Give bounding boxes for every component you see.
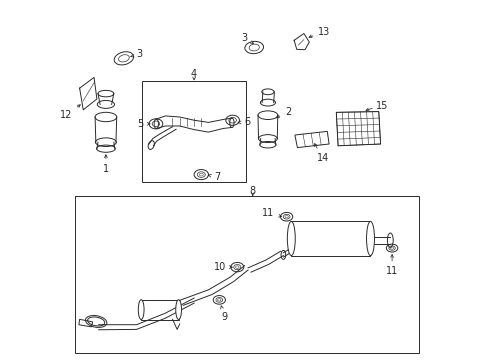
Text: 8: 8 (249, 186, 255, 196)
Text: 13: 13 (308, 27, 330, 38)
Text: 4: 4 (191, 69, 197, 79)
Text: 2: 2 (276, 107, 290, 118)
Text: 3: 3 (131, 49, 142, 59)
Ellipse shape (175, 300, 181, 320)
Text: 6: 6 (238, 117, 250, 127)
Text: 3: 3 (241, 33, 253, 44)
Text: 14: 14 (314, 144, 328, 163)
Text: 9: 9 (220, 306, 227, 322)
Text: 5: 5 (137, 119, 150, 129)
Text: 7: 7 (208, 172, 220, 182)
Text: 11: 11 (262, 208, 281, 218)
Text: 1: 1 (102, 155, 109, 174)
Ellipse shape (366, 221, 374, 256)
Bar (75, 196, 418, 353)
Bar (291, 221, 370, 256)
Text: 11: 11 (385, 255, 397, 276)
Text: 12: 12 (60, 105, 80, 120)
Text: 10: 10 (213, 262, 232, 272)
Text: 15: 15 (375, 101, 387, 111)
Bar (141, 300, 178, 320)
Ellipse shape (287, 221, 295, 256)
Bar (142, 81, 246, 182)
Ellipse shape (138, 300, 144, 320)
